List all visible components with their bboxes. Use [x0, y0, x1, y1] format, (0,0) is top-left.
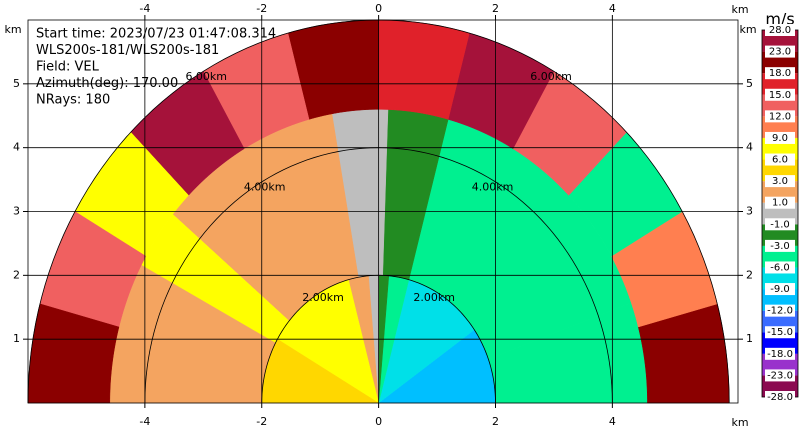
colorbar-tick-label: -12.0	[767, 306, 793, 317]
colorbar-tick-label: 1.0	[772, 198, 788, 209]
colorbar-label-bg	[765, 391, 795, 403]
x-axis-label: km	[731, 3, 748, 16]
ring-label: 6.00km	[185, 70, 227, 83]
y-tick-label: 2	[13, 268, 20, 281]
colorbar-label-bg	[765, 88, 795, 101]
info-text: NRays: 180	[36, 93, 110, 108]
colorbar-label-bg	[765, 110, 795, 123]
colorbar-label-bg	[765, 67, 795, 80]
colorbar-tick-label: 23.0	[769, 47, 791, 58]
colorbar-label-bg	[765, 347, 795, 360]
colorbar-tick-label: 12.0	[769, 111, 791, 122]
colorbar-tick-label: -3.0	[770, 241, 790, 252]
colorbar-label-bg	[765, 153, 795, 166]
colorbar-tick-label: -9.0	[770, 284, 790, 295]
range-ring	[144, 147, 613, 404]
plot-frame	[27, 19, 739, 404]
colorbar-label-bg	[765, 24, 795, 36]
colorbar-label-bg	[765, 326, 795, 339]
info-text: Azimuth(deg): 170.00	[36, 76, 178, 91]
colorbar-tick-label: 18.0	[769, 68, 791, 79]
ring-label: 6.00km	[530, 70, 572, 83]
x-tick-label: -4	[139, 415, 150, 428]
colorbar-tick-label: 28.0	[769, 25, 791, 36]
ring-label: 4.00km	[244, 180, 286, 193]
colorbar-tick-label: 9.0	[772, 133, 788, 144]
y-axis-label: km	[4, 23, 21, 36]
colorbar-tick-label: -6.0	[770, 262, 790, 273]
colorbar-tick-label: 6.0	[772, 155, 788, 166]
info-text: Start time: 2023/07/23 01:47:08.314	[36, 27, 276, 42]
colorbar-tick-label: -1.0	[770, 219, 790, 230]
y-tick-label: 3	[13, 205, 20, 218]
colorbar-label-bg	[765, 304, 795, 317]
x-tick-label: 2	[492, 415, 499, 428]
range-ring	[261, 274, 496, 404]
colorbar-tick-label: 15.0	[769, 90, 791, 101]
x-axis-label: km	[731, 416, 748, 429]
colorbar-label-bg	[765, 196, 795, 209]
colorbar-tick-label: -18.0	[767, 349, 793, 360]
y-tick-label: 2	[746, 268, 753, 281]
y-tick-label: 4	[746, 141, 753, 154]
info-text: WLS200s-181/WLS200s-181	[36, 43, 219, 58]
x-tick-label: -2	[256, 2, 267, 15]
colorbar-label-bg	[765, 45, 795, 58]
x-tick-label: -4	[139, 2, 150, 15]
ring-label: 2.00km	[413, 291, 455, 304]
x-tick-label: 0	[375, 2, 382, 15]
colorbar-label-bg	[765, 261, 795, 274]
x-tick-label: 4	[609, 415, 616, 428]
y-tick-label: 3	[746, 205, 753, 218]
colorbar-label-bg	[765, 131, 795, 144]
y-tick-label: 5	[13, 77, 20, 90]
colorbar-label-bg	[765, 283, 795, 296]
colorbar-label-bg	[765, 369, 795, 382]
x-tick-label: 4	[609, 2, 616, 15]
x-tick-label: 2	[492, 2, 499, 15]
ring-label: 4.00km	[472, 180, 514, 193]
colorbar-tick-label: 3.0	[772, 176, 788, 187]
colorbar-tick-label: -15.0	[767, 327, 793, 338]
y-axis-label: km	[739, 23, 756, 36]
colorbar-tick-label: -28.0	[767, 392, 793, 403]
colorbar-label-bg	[765, 218, 795, 231]
colorbar-label-bg	[765, 175, 795, 188]
y-tick-label: 5	[746, 77, 753, 90]
ring-label: 2.00km	[302, 291, 344, 304]
y-tick-label: 1	[746, 332, 753, 345]
info-text: Field: VEL	[36, 60, 100, 75]
x-tick-label: 0	[375, 415, 382, 428]
colorbar-title: m/s	[765, 10, 794, 29]
colorbar-tick-label: -23.0	[767, 370, 793, 381]
y-tick-label: 4	[13, 141, 20, 154]
x-tick-label: -2	[256, 415, 267, 428]
y-tick-label: 1	[13, 332, 20, 345]
colorbar-label-bg	[765, 239, 795, 252]
